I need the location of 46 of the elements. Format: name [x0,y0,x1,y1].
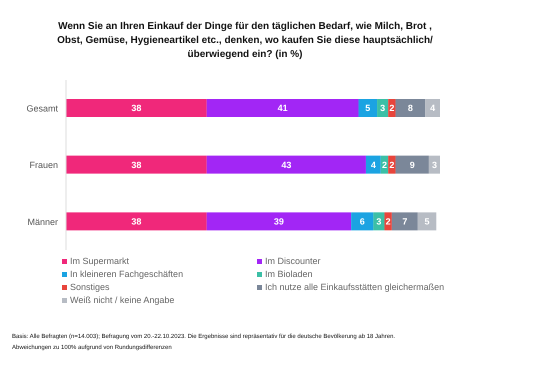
data-label: 8 [408,103,413,114]
bar [418,212,436,230]
data-label: 38 [131,216,142,227]
data-label: 38 [131,160,142,170]
legend-label: Im Discounter [264,256,322,266]
data-label: 3 [380,103,386,114]
data-label: 2 [382,160,387,170]
legend-label: In kleineren Fachgeschäften [69,269,184,279]
bar [351,212,374,230]
bar [392,212,418,230]
chart-title: Wenn Sie an Ihren Einkauf der Dinge für den täglichen Bedarf, wie Milch, Brot , Obst, Gemüse, Hygieneartikel etc., denken, wo kaufen Sie diese hauptsächlich/überwiegend ein? (in %) [56,20,434,62]
data-label: 7 [402,216,408,227]
y-tick-label: Frauen [29,160,58,170]
bar [206,156,366,174]
data-label: 39 [274,216,284,227]
data-label: 3 [432,160,437,170]
data-label: 5 [365,103,370,114]
data-label: 2 [386,216,391,227]
data-label: 2 [389,160,394,170]
legend-label: Sonstiges [69,282,111,292]
data-label: 2 [389,103,394,114]
bar [396,99,426,117]
bar [358,99,378,117]
data-label: 38 [131,103,142,114]
legend-label: Ich nutze alle Einkaufsstätten gleichermaßen [264,282,446,292]
legend-label: Im Supermarkt [69,256,130,266]
bar [66,156,207,174]
bar [366,156,381,174]
legend-label: Weiß nicht / keine Angabe [69,295,176,305]
bar [66,212,207,230]
data-label: 41 [278,103,288,114]
bar [425,99,440,117]
data-label: 5 [424,216,430,227]
legend-label: Im Bioladen [264,269,314,279]
data-label: 4 [430,103,436,114]
y-tick-label: Gesamt [26,104,58,114]
data-label: 4 [370,160,376,170]
data-label: 3 [376,216,382,227]
data-label: 43 [281,160,292,170]
bar [396,156,429,174]
data-label: 6 [360,216,365,227]
bar [206,99,359,117]
bar [206,212,352,230]
data-label: 9 [410,160,415,170]
bar [66,99,207,117]
y-tick-label: Männer [27,216,58,227]
